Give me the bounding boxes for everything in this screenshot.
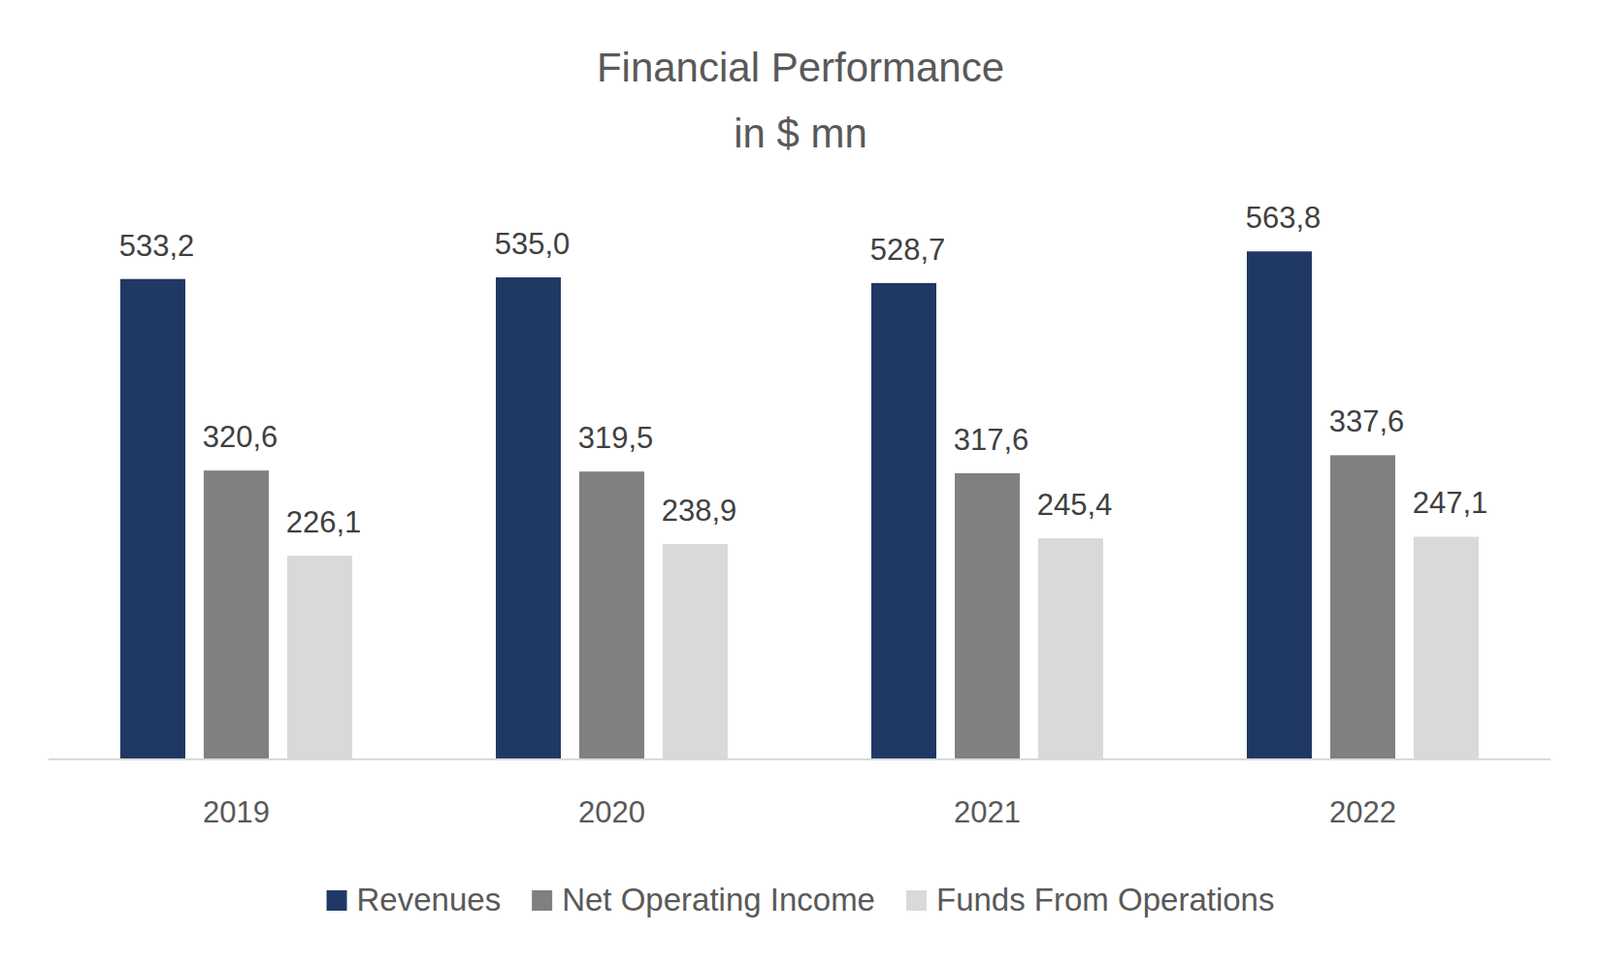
legend-label: Net Operating Income [561,881,876,918]
data-label: 245,4 [1037,488,1113,523]
bar [495,277,561,760]
bar [1330,455,1396,760]
data-label: 563,8 [1245,200,1322,235]
data-label: 238,9 [661,493,738,528]
bars [120,251,1479,760]
subtitle: in $ mn [733,110,868,157]
data-label: 320,6 [202,420,279,455]
x-tick-label: 2022 [1329,795,1397,830]
bar [1413,536,1479,760]
x-tick-label: 2021 [953,795,1021,830]
x-tick-label: 2019 [202,795,270,830]
legend-swatch [906,890,927,912]
bar [1038,538,1104,760]
legend-label: Revenues [357,881,502,918]
bar [579,471,645,760]
chart: Financial Performance in $ mn 533,2 320,6 22… [0,0,1600,965]
legend-swatch [531,890,553,912]
legend-label: Funds From Operations [936,881,1274,918]
x-tick-label: 2020 [578,795,646,830]
bar [662,544,728,760]
bar [120,279,186,760]
bar [954,473,1020,760]
data-label: 533,2 [119,228,196,263]
bar [871,283,937,760]
legend: Revenues Net Operating Income Funds From O… [326,881,1275,918]
bar [287,555,353,760]
bar [1246,251,1312,760]
title: Financial Performance [596,44,1005,91]
legend-swatch [326,890,348,912]
data-label: 317,6 [953,423,1030,458]
data-label: 337,6 [1329,404,1405,439]
data-label: 528,7 [870,232,947,267]
data-label: 319,5 [578,421,654,456]
data-label: 535,0 [494,227,571,262]
bar [203,470,269,760]
x-axis [48,758,1551,761]
data-labels: 533,2 320,6 226,1 535,0 319,5 238,9 528,7 317,6… [119,200,1489,540]
data-label: 247,1 [1412,486,1489,521]
data-label: 226,1 [286,505,362,540]
